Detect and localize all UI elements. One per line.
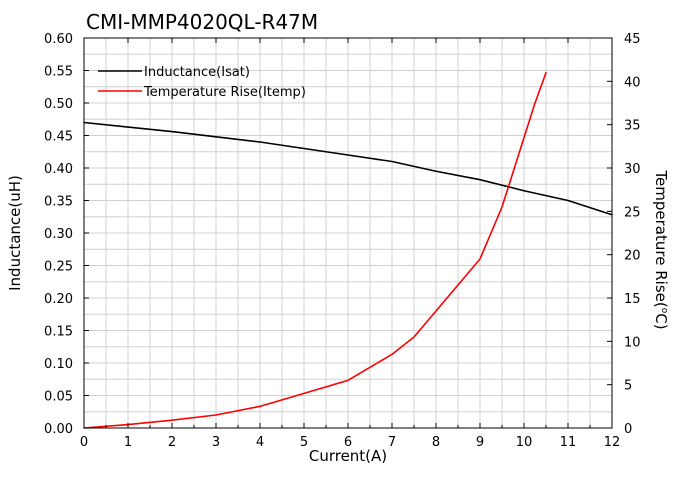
y2-axis-title: Temperature Rise(oC) xyxy=(652,169,670,329)
ticks-layer: 0 1 2 3 4 5 6 7 8 9 10 11 120.000.050.100.150.200.25… xyxy=(44,32,641,450)
y2-tick-label: 25 xyxy=(624,205,641,220)
x-tick-label: 2 xyxy=(168,435,176,450)
x-tick-label: 12 xyxy=(604,435,621,450)
y2-tick-label: 10 xyxy=(624,335,641,350)
y-tick-label: 0.20 xyxy=(44,292,73,307)
y-tick-label: 0.10 xyxy=(44,357,73,372)
y-tick-label: 0.35 xyxy=(44,195,73,210)
y2-tick-label: 20 xyxy=(624,249,641,264)
y2-axis-title-end: C) xyxy=(652,313,670,329)
y2-tick-label: 15 xyxy=(624,292,641,307)
y-tick-label: 0.00 xyxy=(44,422,73,437)
y-tick-label: 0.45 xyxy=(44,130,73,145)
x-tick-label: 9 xyxy=(476,435,484,450)
x-tick-label: 4 xyxy=(256,435,264,450)
x-tick-label: 1 xyxy=(124,435,132,450)
y2-tick-label: 35 xyxy=(624,119,641,134)
series-layer xyxy=(83,71,613,429)
legend: Inductance(Isat) Temperature Rise(Itemp) xyxy=(98,65,306,100)
chart-title: CMI-MMP4020QL-R47M xyxy=(86,10,318,34)
y-tick-label: 0.60 xyxy=(44,32,73,47)
legend-label-inductance: Inductance(Isat) xyxy=(144,65,250,80)
y-tick-label: 0.05 xyxy=(44,390,73,405)
y2-tick-label: 0 xyxy=(624,422,632,437)
y-tick-label: 0.25 xyxy=(44,260,73,275)
y-axis-title: Inductance(uH) xyxy=(6,175,24,291)
y2-tick-label: 45 xyxy=(624,32,641,47)
y-tick-label: 0.50 xyxy=(44,97,73,112)
y-tick-label: 0.30 xyxy=(44,227,73,242)
x-tick-label: 3 xyxy=(212,435,220,450)
y2-axis-title-main: Temperature Rise( xyxy=(652,169,670,307)
legend-label-temperature: Temperature Rise(Itemp) xyxy=(143,85,306,100)
x-tick-label: 10 xyxy=(516,435,533,450)
y2-tick-label: 40 xyxy=(624,75,641,90)
x-tick-label: 0 xyxy=(80,435,88,450)
x-tick-label: 8 xyxy=(432,435,440,450)
y2-tick-label: 30 xyxy=(624,162,641,177)
x-tick-label: 5 xyxy=(300,435,308,450)
y-tick-label: 0.55 xyxy=(44,65,73,80)
x-axis-title: Current(A) xyxy=(309,447,387,465)
y-tick-label: 0.40 xyxy=(44,162,73,177)
y2-axis-title-sup: o xyxy=(659,308,669,314)
x-tick-label: 7 xyxy=(388,435,396,450)
y-tick-label: 0.15 xyxy=(44,325,73,340)
y2-tick-label: 5 xyxy=(624,379,632,394)
series-line-temperature-rise xyxy=(83,71,547,429)
series-line-inductance xyxy=(83,121,613,216)
x-tick-label: 11 xyxy=(560,435,577,450)
x-tick-label: 6 xyxy=(344,435,352,450)
